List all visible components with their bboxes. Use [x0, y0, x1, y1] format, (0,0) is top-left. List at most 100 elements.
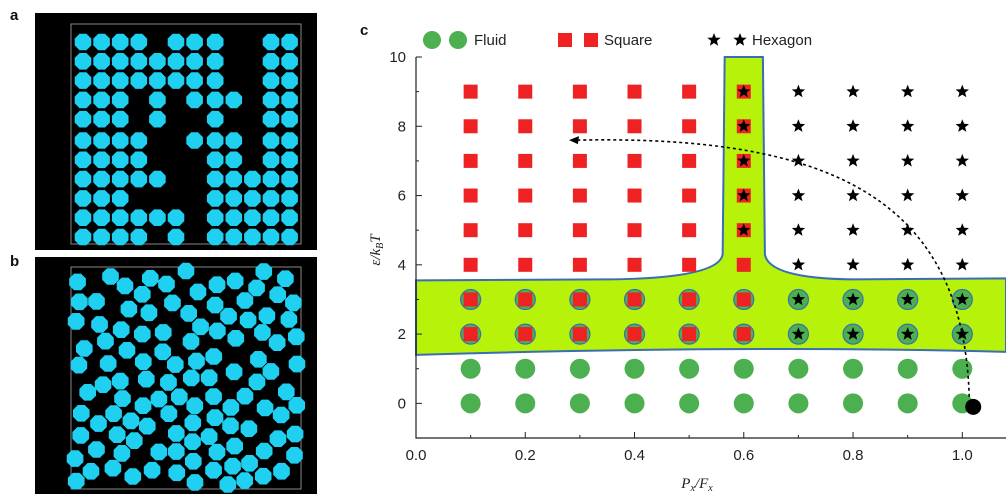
hexagon-point: [901, 119, 915, 132]
particle: [269, 430, 287, 447]
hexagon-point: [791, 153, 806, 167]
hexagon-point: [955, 153, 969, 167]
particle: [227, 330, 245, 347]
particle: [281, 53, 298, 70]
particle: [183, 369, 200, 387]
square-point: [463, 84, 478, 99]
particle: [205, 461, 222, 479]
particle: [186, 91, 203, 109]
particle: [262, 170, 280, 188]
particle: [220, 307, 237, 325]
hexagon-point: [901, 188, 915, 202]
y-tick-label: 0: [398, 395, 406, 412]
particle: [168, 443, 185, 460]
fluid-point: [679, 393, 700, 414]
square-point: [736, 257, 751, 272]
square-point: [682, 188, 697, 203]
particle: [149, 110, 166, 128]
particle: [189, 283, 207, 301]
particle: [130, 151, 148, 169]
particle: [116, 277, 134, 295]
x-tick-label: 0.8: [843, 447, 864, 464]
particle: [150, 390, 168, 408]
axis-frame: [415, 57, 1006, 439]
particle: [206, 132, 224, 149]
panel-label-b: b: [10, 253, 20, 270]
hexagon-point: [846, 292, 860, 306]
particle: [99, 355, 117, 372]
square-point: [627, 153, 642, 168]
particle: [111, 190, 129, 207]
particle: [219, 476, 237, 493]
particle: [167, 228, 185, 246]
legend-square-label: Square: [604, 32, 652, 49]
particle: [262, 190, 280, 207]
particle: [93, 33, 110, 51]
particle: [248, 373, 266, 391]
particle: [255, 263, 273, 280]
particle: [206, 409, 224, 426]
particle: [111, 91, 129, 109]
particle: [149, 72, 166, 89]
particle: [262, 151, 280, 169]
particle: [126, 432, 143, 449]
particle: [244, 228, 261, 246]
particle: [88, 293, 105, 310]
square-point: [572, 257, 587, 272]
particle: [262, 72, 280, 89]
particle: [74, 132, 92, 149]
square-point: [572, 223, 587, 238]
particle: [222, 417, 239, 435]
particle: [79, 384, 96, 401]
particle: [111, 170, 129, 188]
hexagon-point: [737, 84, 751, 98]
particle: [262, 53, 280, 70]
chart-annotations: [568, 136, 982, 415]
square-point: [572, 119, 587, 134]
hexagon-point: [791, 257, 806, 271]
particle: [67, 313, 85, 330]
particle: [182, 333, 200, 350]
fluid-point: [733, 358, 754, 379]
square-point: [463, 153, 478, 168]
particle: [224, 457, 241, 475]
particle: [111, 228, 129, 246]
particle: [120, 300, 138, 318]
fluid-point: [624, 393, 645, 414]
particle: [168, 464, 186, 482]
particle: [225, 151, 243, 169]
square-point: [463, 119, 478, 134]
particle: [93, 72, 110, 89]
particle: [149, 209, 166, 226]
particle: [281, 132, 298, 149]
particle: [281, 151, 298, 169]
square-point: [518, 84, 533, 99]
particle: [206, 91, 224, 109]
particle: [186, 397, 204, 414]
particle: [205, 348, 223, 365]
panel-label-c: c: [360, 22, 369, 39]
particle: [130, 132, 148, 149]
particle: [281, 228, 298, 246]
particle: [258, 307, 276, 325]
x-axis-label: Px/Fx: [680, 476, 713, 494]
legend-hexagon-marker: [707, 33, 721, 46]
particle: [280, 311, 298, 328]
particle: [82, 463, 100, 480]
particle: [93, 151, 110, 169]
particle: [236, 472, 253, 489]
particle: [74, 209, 92, 226]
particle: [192, 318, 209, 336]
particle: [71, 293, 88, 311]
square-point: [627, 188, 642, 203]
particle: [208, 443, 226, 461]
hexagon-point: [846, 153, 860, 167]
particle: [288, 355, 306, 373]
particle: [206, 170, 224, 188]
hexagon-point: [901, 292, 915, 306]
square-point: [736, 327, 751, 342]
particle: [167, 72, 185, 89]
particle: [88, 441, 105, 458]
particle: [138, 370, 155, 388]
particle: [111, 132, 129, 149]
